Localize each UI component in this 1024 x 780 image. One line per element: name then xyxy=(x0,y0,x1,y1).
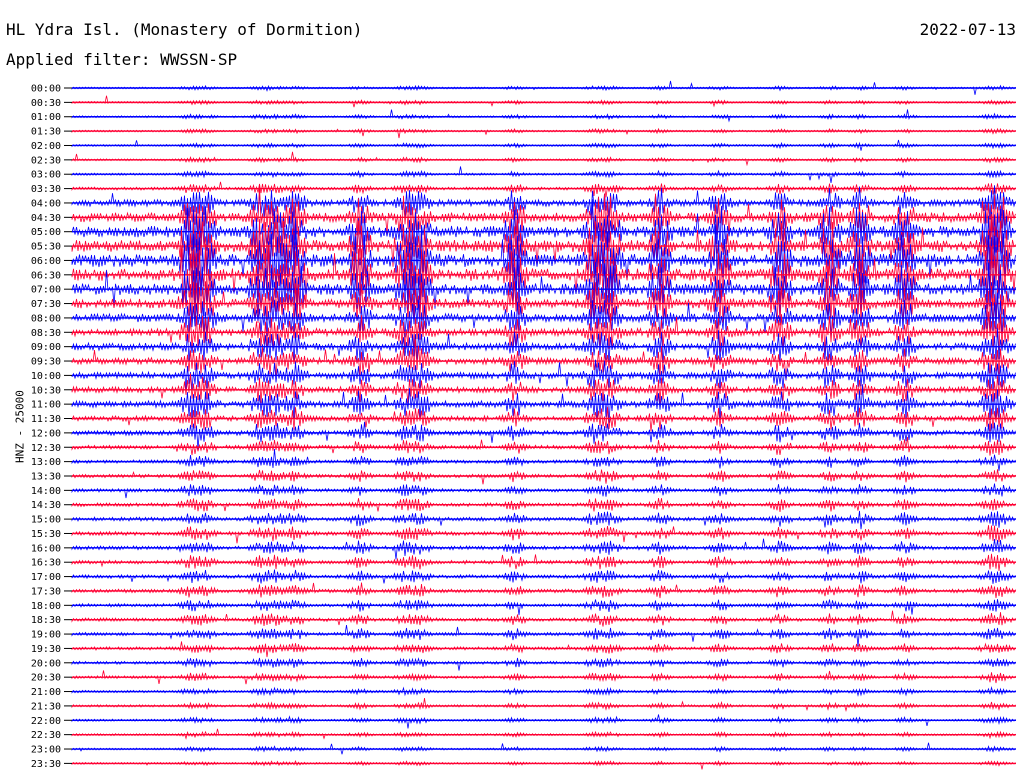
row-label: 07:00 xyxy=(31,285,61,296)
row-label: 05:00 xyxy=(31,227,61,238)
row-label: 03:00 xyxy=(31,170,61,181)
row-label: 16:00 xyxy=(31,543,61,554)
trace-row xyxy=(71,359,1016,390)
row-label: 23:00 xyxy=(31,745,61,756)
row-label: 20:00 xyxy=(31,658,61,669)
trace-row xyxy=(71,582,1016,599)
trace-row xyxy=(71,610,1016,627)
row-label: 04:30 xyxy=(31,213,61,224)
row-label: 08:30 xyxy=(31,328,61,339)
trace-row xyxy=(71,185,1016,220)
trace-row xyxy=(71,657,1016,671)
row-label: 09:00 xyxy=(31,342,61,353)
row-label: 17:30 xyxy=(31,586,61,597)
row-label: 07:30 xyxy=(31,299,61,310)
row-label: 06:30 xyxy=(31,270,61,281)
trace-row xyxy=(71,214,1016,279)
date-label: 2022-07-13 xyxy=(919,20,1016,39)
trace-row xyxy=(71,80,1016,95)
trace-row xyxy=(71,127,1016,139)
trace-row xyxy=(71,483,1016,499)
row-label: 13:30 xyxy=(31,471,61,482)
trace-row xyxy=(71,109,1016,123)
trace-row xyxy=(71,599,1016,616)
trace-row xyxy=(71,569,1016,584)
trace-row xyxy=(71,538,1016,560)
row-label: 10:00 xyxy=(31,371,61,382)
row-label: 06:00 xyxy=(31,256,61,267)
row-label: 01:00 xyxy=(31,112,61,123)
row-label: 19:00 xyxy=(31,630,61,641)
station-title: HL Ydra Isl. (Monastery of Dormition) xyxy=(6,20,363,39)
row-label: 08:00 xyxy=(31,313,61,324)
row-label: 00:00 xyxy=(31,84,61,95)
row-label: 11:30 xyxy=(31,414,61,425)
trace-row xyxy=(71,714,1016,729)
row-label: 22:30 xyxy=(31,730,61,741)
row-label: 04:00 xyxy=(31,198,61,209)
row-label: 13:00 xyxy=(31,457,61,468)
trace-row xyxy=(71,166,1016,183)
trace-row xyxy=(71,151,1016,167)
trace-row xyxy=(71,95,1016,108)
trace-row xyxy=(71,728,1016,740)
trace-row xyxy=(71,760,1016,770)
trace-row xyxy=(71,624,1016,647)
row-label: 21:00 xyxy=(31,687,61,698)
trace-row xyxy=(71,278,1016,332)
trace-row xyxy=(71,553,1016,571)
filter-label: Applied filter: WWSSN-SP xyxy=(6,50,238,69)
row-label: 18:00 xyxy=(31,601,61,612)
row-label: 02:00 xyxy=(31,141,61,152)
trace-row xyxy=(71,373,1016,404)
row-label: 09:30 xyxy=(31,357,61,368)
trace-row xyxy=(71,641,1016,658)
row-label: 14:00 xyxy=(31,486,61,497)
row-label: 22:00 xyxy=(31,716,61,727)
trace-row xyxy=(71,469,1016,485)
trace-group xyxy=(71,80,1016,770)
trace-row xyxy=(71,698,1016,713)
row-label: 18:30 xyxy=(31,615,61,626)
trace-row xyxy=(71,384,1016,424)
row-label: 15:30 xyxy=(31,529,61,540)
trace-row xyxy=(71,510,1016,530)
row-label: 17:00 xyxy=(31,572,61,583)
row-label: 11:00 xyxy=(31,400,61,411)
trace-row xyxy=(71,292,1016,339)
trace-row xyxy=(71,328,1016,364)
trace-row xyxy=(71,448,1016,471)
row-label: 16:30 xyxy=(31,558,61,569)
row-label: 05:30 xyxy=(31,242,61,253)
row-label: 14:30 xyxy=(31,500,61,511)
row-label: 10:30 xyxy=(31,385,61,396)
row-label: 20:30 xyxy=(31,673,61,684)
trace-row xyxy=(71,498,1016,512)
row-label: 12:30 xyxy=(31,443,61,454)
trace-row xyxy=(71,421,1016,450)
row-label: 21:30 xyxy=(31,701,61,712)
row-label-group: 00:00 00:30 01:00 01:30 02:00 02:30 03:00 03:30… xyxy=(31,84,72,770)
trace-row xyxy=(71,311,1016,353)
row-label: 02:30 xyxy=(31,155,61,166)
row-label: 01:30 xyxy=(31,127,61,138)
trace-row xyxy=(71,181,1016,198)
row-label: 23:30 xyxy=(31,759,61,770)
row-label: 12:00 xyxy=(31,428,61,439)
trace-row xyxy=(71,184,1016,242)
trace-row xyxy=(71,437,1016,456)
trace-row xyxy=(71,240,1016,309)
trace-row xyxy=(71,742,1016,755)
row-label: 19:30 xyxy=(31,644,61,655)
trace-row xyxy=(71,339,1016,381)
row-label: 03:30 xyxy=(31,184,61,195)
trace-row xyxy=(71,406,1016,432)
row-label: 15:00 xyxy=(31,515,61,526)
trace-row xyxy=(71,525,1016,544)
row-label: 00:30 xyxy=(31,98,61,109)
